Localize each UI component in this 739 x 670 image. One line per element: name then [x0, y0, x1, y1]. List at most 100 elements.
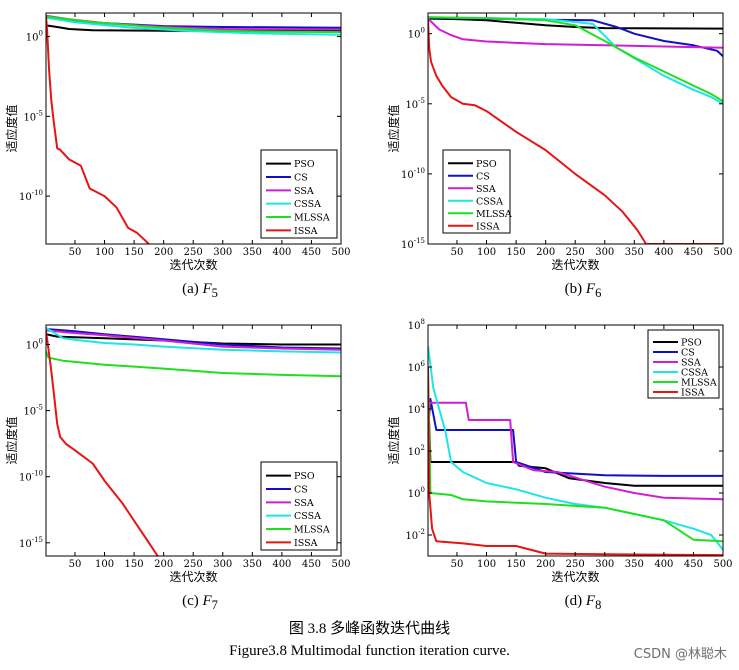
subcaption-sub: 8: [595, 598, 602, 612]
legend-label-ssa: SSA: [294, 186, 314, 197]
x-tick-label: 150: [125, 247, 144, 258]
subcaption-f5: (a) F5: [140, 281, 260, 301]
y-axis-label: 适应度值: [4, 104, 19, 152]
y-tick-label: 104: [408, 402, 426, 416]
x-tick-label: 200: [536, 247, 555, 258]
legend-label-mlssa: MLSSA: [681, 378, 717, 389]
y-tick-label: 10-15: [19, 536, 43, 550]
y-axis-label: 适应度值: [4, 416, 19, 464]
series-line-pso: [428, 17, 723, 30]
chart-f7: 50 100 150 200 250 300 350 400 450 500 100 10-5 10-1…: [4, 324, 351, 584]
subcaption-sub: 7: [211, 598, 218, 612]
legend-label-pso: PSO: [294, 159, 315, 170]
series-line-mlssa: [46, 351, 341, 378]
legend-label-pso: PSO: [294, 471, 315, 482]
legend-label-issa: ISSA: [476, 221, 500, 232]
x-tick-label: 150: [125, 559, 144, 570]
x-tick-label: 450: [684, 247, 703, 258]
series-line-issa: [46, 331, 159, 556]
x-tick-label: 50: [451, 559, 464, 570]
watermark: CSDN @林聪木: [633, 647, 727, 662]
legend-label-issa: ISSA: [294, 226, 318, 237]
subcaption-var: F: [202, 593, 212, 609]
x-tick-label: 150: [507, 247, 526, 258]
series-line-mlssa: [46, 15, 341, 34]
x-axis-label: 迭代次数: [169, 257, 217, 272]
subcaption-prefix: (a): [182, 281, 203, 297]
legend: PSO CS SSA CSSA MLSSA ISSA: [260, 149, 338, 239]
legend-label-ssa: SSA: [476, 184, 496, 195]
x-axis-label: 迭代次数: [551, 257, 599, 272]
y-tick-label: 108: [408, 318, 425, 332]
legend-label-ssa: SSA: [294, 498, 314, 509]
x-tick-label: 250: [184, 559, 203, 570]
x-tick-label: 200: [536, 559, 555, 570]
y-tick-label: 10-5: [23, 109, 43, 123]
x-tick-label: 400: [654, 559, 673, 570]
subcaption-var: F: [202, 281, 212, 297]
x-tick-label: 50: [69, 559, 82, 570]
x-tick-label: 100: [95, 559, 114, 570]
series-line-ssa: [428, 17, 723, 49]
legend-label-cs: CS: [681, 348, 695, 359]
series-group: [46, 14, 341, 244]
x-tick-label: 500: [713, 247, 732, 258]
x-tick-label: 250: [566, 559, 585, 570]
legend-label-pso: PSO: [476, 159, 497, 170]
subcaption-var: F: [585, 593, 596, 609]
series-line-issa: [46, 15, 150, 244]
legend-label-mlssa: MLSSA: [294, 213, 330, 224]
series-group: [428, 16, 723, 244]
x-tick-label: 350: [625, 247, 644, 258]
legend-label-issa: ISSA: [681, 388, 705, 399]
legend-label-issa: ISSA: [294, 538, 318, 549]
series-line-mlssa: [428, 16, 723, 103]
legend-label-cs: CS: [476, 171, 490, 182]
y-tick-label: 100: [26, 30, 43, 44]
series-line-cssa: [46, 327, 341, 354]
x-tick-label: 400: [654, 247, 673, 258]
x-tick-label: 350: [243, 247, 262, 258]
y-tick-label: 10-15: [401, 237, 425, 251]
legend-label-cssa: CSSA: [294, 199, 321, 210]
legend-label-mlssa: MLSSA: [294, 525, 330, 536]
x-tick-label: 450: [684, 559, 703, 570]
x-tick-label: 250: [566, 247, 585, 258]
y-tick-label: 10-10: [19, 470, 43, 484]
x-tick-label: 300: [213, 247, 232, 258]
series-group: [46, 327, 341, 556]
x-tick-label: 50: [451, 247, 464, 258]
subcaption-f8: (d) F8: [523, 593, 643, 613]
chart-f8: 50 100 150 200 250 300 350 400 450 500 108 106 104 10…: [386, 318, 733, 584]
x-tick-label: 350: [243, 559, 262, 570]
legend-label-cs: CS: [294, 485, 308, 496]
x-tick-label: 100: [477, 559, 496, 570]
y-tick-label: 10-10: [19, 189, 43, 203]
x-axis-label: 迭代次数: [551, 569, 599, 584]
y-tick-label: 10-10: [401, 167, 425, 181]
y-axis-label: 适应度值: [386, 104, 401, 152]
legend-label-pso: PSO: [681, 338, 702, 349]
subcaption-sub: 5: [211, 286, 218, 300]
legend-label-cs: CS: [294, 173, 308, 184]
x-tick-label: 450: [302, 247, 321, 258]
series-line-cssa: [46, 16, 341, 36]
y-tick-label: 102: [408, 444, 425, 458]
legend-label-cssa: CSSA: [681, 368, 708, 379]
x-tick-label: 200: [154, 559, 173, 570]
series-line-ssa: [428, 401, 723, 501]
series-line-pso: [428, 387, 723, 487]
subcaption-prefix: (d): [564, 593, 586, 609]
x-tick-label: 400: [272, 559, 291, 570]
x-tick-label: 350: [625, 559, 644, 570]
legend-label-cssa: CSSA: [476, 196, 503, 207]
series-line-issa: [428, 19, 723, 244]
x-tick-label: 500: [331, 247, 350, 258]
y-tick-label: 10-5: [405, 97, 425, 111]
